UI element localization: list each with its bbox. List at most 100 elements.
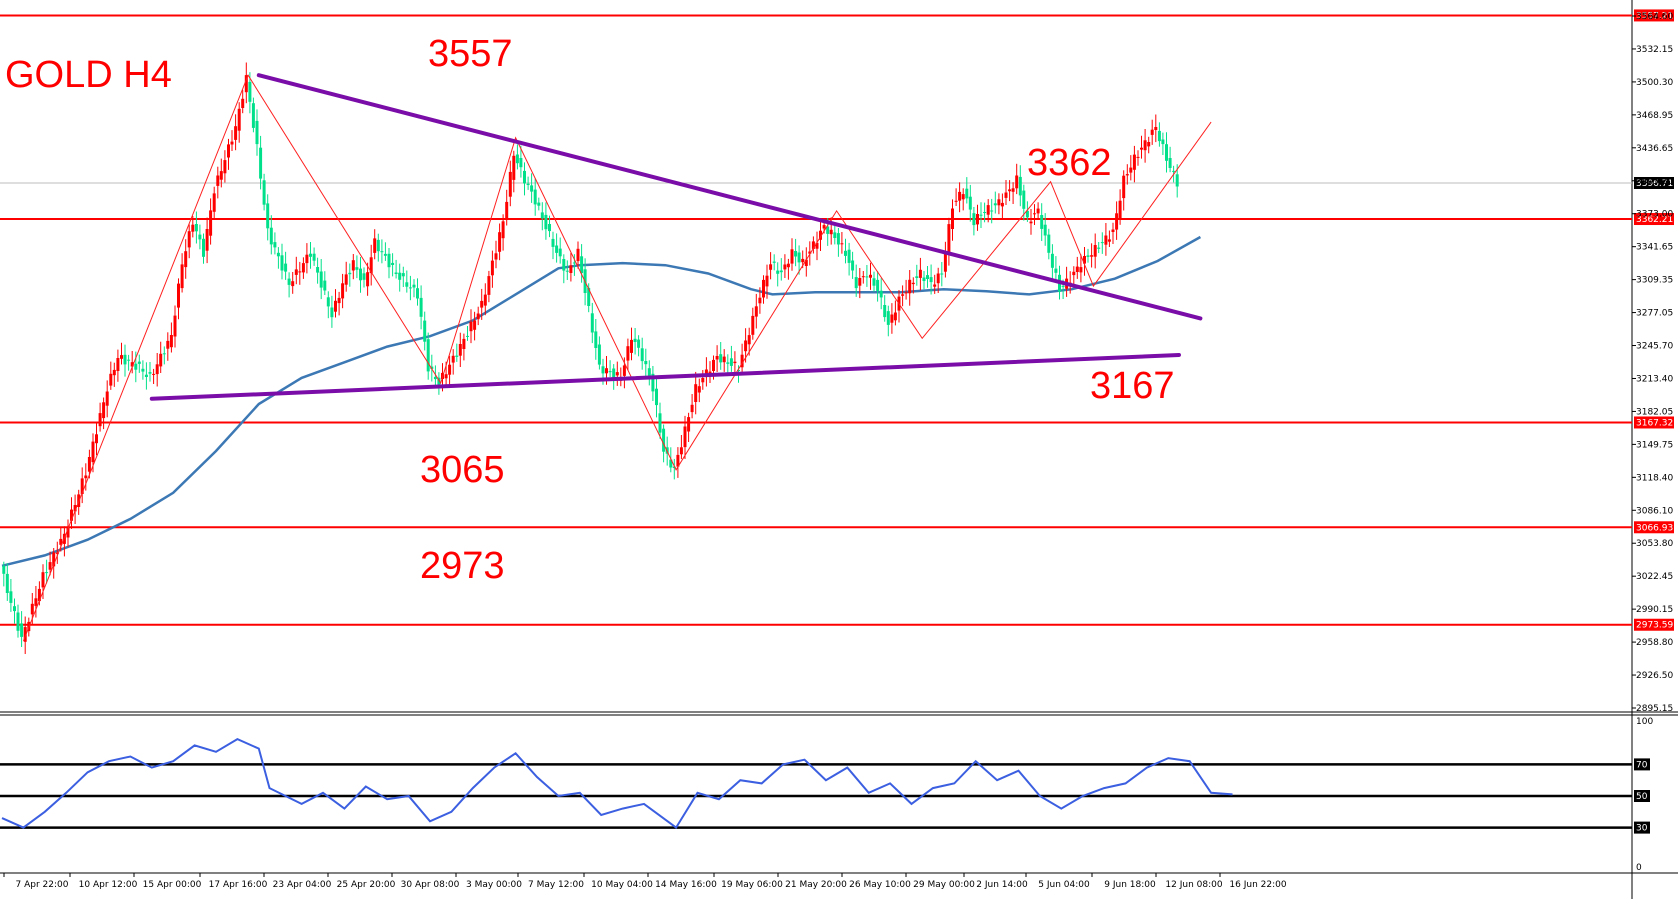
candle-body — [458, 344, 462, 356]
candle-body — [530, 185, 534, 192]
candle-body — [744, 340, 748, 352]
candle-body — [212, 193, 216, 212]
candle-body — [993, 203, 997, 206]
candle-body — [569, 265, 573, 273]
candle-body — [512, 155, 516, 180]
rsi-indicator: 70 50 30 100 0 — [0, 717, 1653, 873]
candle-body — [647, 368, 651, 379]
candle-body — [1154, 127, 1158, 130]
candle-body — [48, 562, 52, 570]
candle-body — [130, 362, 134, 367]
candle-body — [169, 335, 173, 348]
candle-body — [1050, 253, 1054, 268]
candle-body — [1022, 190, 1026, 209]
candle-body — [359, 268, 362, 281]
candle-body — [366, 272, 370, 287]
candle-body — [772, 261, 776, 263]
candle-body — [80, 478, 84, 494]
x-tick-label: 16 Jun 22:00 — [1229, 880, 1286, 890]
candle-body — [990, 210, 994, 212]
candle-body — [276, 252, 280, 257]
candle-body — [1086, 255, 1090, 257]
level-annotation: 3557 — [428, 33, 513, 75]
candle-body — [52, 552, 56, 567]
candle-body — [1125, 174, 1129, 176]
x-tick-label: 10 May 04:00 — [591, 880, 653, 890]
candle-body — [722, 356, 726, 363]
candle-body — [1157, 130, 1161, 142]
candle-body — [1079, 267, 1083, 273]
candle-body — [344, 274, 348, 285]
candle-body — [922, 277, 926, 281]
y-tick-label: 3213.40 — [1636, 374, 1673, 384]
y-tick-label: 3053.80 — [1636, 539, 1673, 549]
candle-body — [1172, 170, 1176, 172]
candle-body — [401, 273, 405, 277]
candle-body — [134, 363, 138, 370]
candle-body — [280, 255, 284, 271]
level-annotation: 3065 — [420, 449, 505, 491]
rsi-level-label: 70 — [1636, 760, 1648, 770]
candle-body — [380, 251, 384, 253]
candle-body — [883, 305, 887, 318]
candle-body — [70, 509, 73, 521]
candle-body — [223, 160, 227, 174]
candle-body — [323, 280, 327, 291]
candle-body — [20, 623, 24, 637]
y-tick-label: 2958.80 — [1636, 638, 1673, 648]
candle-body — [205, 229, 209, 251]
candle-body — [284, 263, 288, 272]
x-tick-label: 30 Apr 08:00 — [401, 880, 460, 890]
candle-body — [102, 402, 106, 419]
candle-body — [127, 359, 131, 361]
chart-title: GOLD H4 — [5, 54, 172, 96]
candle-body — [298, 271, 302, 273]
candle-body — [144, 374, 148, 377]
candle-body — [444, 374, 448, 379]
x-tick-label: 23 Apr 04:00 — [273, 880, 332, 890]
candle-body — [234, 126, 238, 140]
candle-body — [679, 447, 683, 455]
y-tick-label: 3022.45 — [1636, 572, 1673, 582]
candle-body — [943, 253, 947, 272]
rsi-level-tag — [1634, 758, 1650, 771]
support-trendline — [149, 352, 1181, 401]
level-price-tag — [1634, 416, 1674, 429]
candle-body — [309, 253, 312, 257]
candle-body — [540, 212, 544, 219]
candle-body — [1090, 255, 1094, 257]
candle-body — [808, 251, 812, 254]
candle-body — [501, 221, 505, 239]
candle-body — [84, 475, 88, 479]
candle-body — [983, 212, 987, 213]
candle-body — [294, 269, 298, 275]
x-tick-label: 2 Jun 14:00 — [976, 880, 1028, 890]
candle-body — [1122, 175, 1126, 199]
candle-body — [662, 428, 666, 452]
candle-body — [968, 196, 972, 210]
candle-body — [915, 276, 919, 278]
candle-body — [123, 354, 127, 365]
y-tick-label: 3468.95 — [1636, 111, 1673, 121]
candle-body — [558, 248, 562, 257]
candle-body — [216, 175, 220, 186]
y-tick-label: 2990.15 — [1636, 605, 1673, 615]
x-tick-label: 21 May 20:00 — [785, 880, 847, 890]
candle-body — [1136, 156, 1140, 158]
candle-body — [387, 253, 391, 268]
candle-body — [879, 290, 883, 298]
candle-body — [312, 253, 316, 261]
candle-body — [790, 249, 794, 264]
candle-body — [872, 278, 876, 286]
candle-body — [105, 391, 109, 406]
candle-body — [227, 144, 230, 158]
candle-body — [622, 365, 626, 376]
candle-body — [455, 355, 459, 357]
candle-body — [369, 257, 373, 274]
candle-body — [712, 359, 715, 371]
candle-body — [191, 224, 195, 232]
candle-body — [729, 358, 733, 366]
candle-body — [840, 243, 844, 245]
